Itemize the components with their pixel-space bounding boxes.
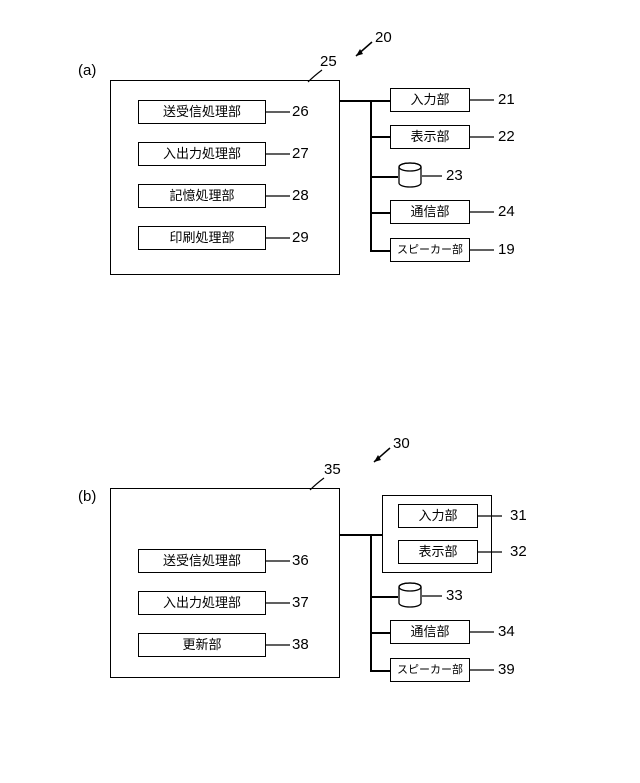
tick-34 <box>370 632 390 634</box>
ref-21: 21 <box>498 91 515 108</box>
tick-21 <box>370 100 390 102</box>
ref-36: 36 <box>292 552 309 569</box>
tick-24 <box>370 212 390 214</box>
box-入出力処理部-a: 入出力処理部 <box>138 142 266 166</box>
ref-29: 29 <box>292 229 309 246</box>
box-記憶処理部-a: 記憶処理部 <box>138 184 266 208</box>
box-入力部-a: 入力部 <box>390 88 470 112</box>
lead-33 <box>422 590 446 604</box>
ref-34: 34 <box>498 623 515 640</box>
panel-b-label: (b) <box>78 488 96 505</box>
cylinder-23 <box>398 162 422 188</box>
ref-23: 23 <box>446 167 463 184</box>
ref-28: 28 <box>292 187 309 204</box>
box-スピーカー部-b: スピーカー部 <box>390 658 470 682</box>
tick-39 <box>370 670 390 672</box>
ref-22: 22 <box>498 128 515 145</box>
tick-group-b <box>370 534 382 536</box>
box-入力部-b: 入力部 <box>398 504 478 528</box>
bus-a-block-tick <box>340 100 370 102</box>
box-印刷処理部-a: 印刷処理部 <box>138 226 266 250</box>
lead-31 <box>478 510 508 524</box>
ref-19: 19 <box>498 241 515 258</box>
lead-23 <box>422 170 446 184</box>
lead-22 <box>470 131 500 145</box>
lead-24 <box>470 206 500 220</box>
bus-b <box>370 534 372 670</box>
ref-24: 24 <box>498 203 515 220</box>
box-送受信処理部-b: 送受信処理部 <box>138 549 266 573</box>
box-通信部-a: 通信部 <box>390 200 470 224</box>
ref-37: 37 <box>292 594 309 611</box>
lead-21 <box>470 94 500 108</box>
lead-34 <box>470 626 500 640</box>
lead-19 <box>470 244 500 258</box>
box-表示部-b: 表示部 <box>398 540 478 564</box>
tick-33 <box>370 596 398 598</box>
tick-19 <box>370 250 390 252</box>
bus-b-block-tick <box>340 534 370 536</box>
arrow-30 <box>366 444 396 468</box>
ref-38: 38 <box>292 636 309 653</box>
lead-39 <box>470 664 500 678</box>
ref-39: 39 <box>498 661 515 678</box>
ref-31: 31 <box>510 507 527 524</box>
box-送受信処理部-a: 送受信処理部 <box>138 100 266 124</box>
ref-27: 27 <box>292 145 309 162</box>
box-更新部-b: 更新部 <box>138 633 266 657</box>
cylinder-33 <box>398 582 422 608</box>
lead-32 <box>478 546 508 560</box>
tick-22 <box>370 136 390 138</box>
bus-a <box>370 100 372 250</box>
box-通信部-b: 通信部 <box>390 620 470 644</box>
box-表示部-a: 表示部 <box>390 125 470 149</box>
panel-a-label: (a) <box>78 62 96 79</box>
arrow-20 <box>348 38 378 62</box>
ref-33: 33 <box>446 587 463 604</box>
diagram-root: { "canvas": { "width": 640, "height": 78… <box>0 0 640 783</box>
box-スピーカー部-a: スピーカー部 <box>390 238 470 262</box>
ref-26: 26 <box>292 103 309 120</box>
box-入出力処理部-b: 入出力処理部 <box>138 591 266 615</box>
tick-23 <box>370 176 398 178</box>
ref-32: 32 <box>510 543 527 560</box>
